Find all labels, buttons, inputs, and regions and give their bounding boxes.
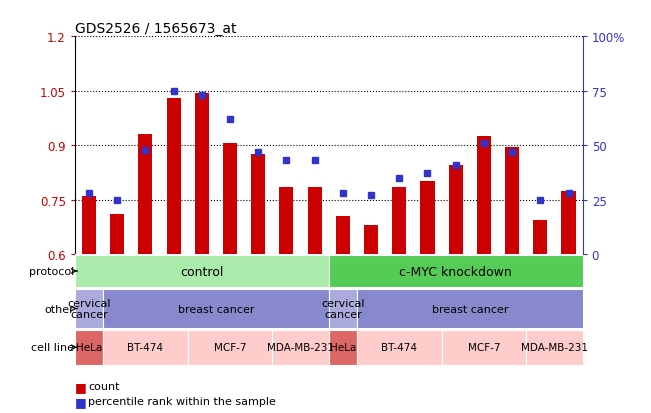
- Bar: [441, 330, 526, 365]
- Bar: [449, 166, 463, 254]
- Text: MCF-7: MCF-7: [467, 342, 500, 352]
- Text: MCF-7: MCF-7: [214, 342, 246, 352]
- Bar: [329, 289, 357, 328]
- Bar: [477, 137, 491, 254]
- Bar: [103, 330, 187, 365]
- Text: cell line: cell line: [31, 342, 74, 352]
- Bar: [357, 330, 441, 365]
- Text: BT-474: BT-474: [381, 342, 417, 352]
- Bar: [279, 188, 294, 254]
- Text: breast cancer: breast cancer: [432, 304, 508, 314]
- Bar: [329, 330, 357, 365]
- Bar: [75, 289, 103, 328]
- Bar: [195, 93, 209, 254]
- Bar: [392, 188, 406, 254]
- Text: other: other: [44, 304, 74, 314]
- Text: MDA-MB-231: MDA-MB-231: [267, 342, 334, 352]
- Text: cervical
cancer: cervical cancer: [321, 298, 365, 320]
- Bar: [272, 330, 329, 365]
- Bar: [357, 289, 583, 328]
- Text: ■: ■: [75, 380, 87, 393]
- Text: c-MYC knockdown: c-MYC knockdown: [399, 265, 512, 278]
- Bar: [223, 144, 237, 254]
- Text: ■: ■: [75, 395, 87, 408]
- Bar: [103, 289, 329, 328]
- Bar: [561, 191, 575, 254]
- Bar: [82, 197, 96, 254]
- Text: HeLa: HeLa: [76, 342, 102, 352]
- Bar: [336, 216, 350, 254]
- Text: GDS2526 / 1565673_at: GDS2526 / 1565673_at: [75, 22, 236, 36]
- Text: cervical
cancer: cervical cancer: [67, 298, 111, 320]
- Text: breast cancer: breast cancer: [178, 304, 254, 314]
- Bar: [526, 330, 583, 365]
- Text: BT-474: BT-474: [128, 342, 163, 352]
- Bar: [187, 330, 272, 365]
- Bar: [421, 182, 435, 254]
- Bar: [364, 225, 378, 254]
- Bar: [75, 330, 103, 365]
- Text: HeLa: HeLa: [330, 342, 356, 352]
- Bar: [533, 220, 547, 254]
- Bar: [251, 155, 266, 254]
- Text: protocol: protocol: [29, 266, 74, 276]
- Bar: [75, 255, 329, 287]
- Bar: [110, 215, 124, 254]
- Bar: [139, 135, 152, 254]
- Bar: [167, 99, 181, 254]
- Bar: [307, 188, 322, 254]
- Text: count: count: [88, 381, 119, 391]
- Bar: [505, 147, 519, 254]
- Bar: [329, 255, 583, 287]
- Text: control: control: [180, 265, 223, 278]
- Text: percentile rank within the sample: percentile rank within the sample: [88, 396, 276, 406]
- Text: MDA-MB-231: MDA-MB-231: [521, 342, 588, 352]
